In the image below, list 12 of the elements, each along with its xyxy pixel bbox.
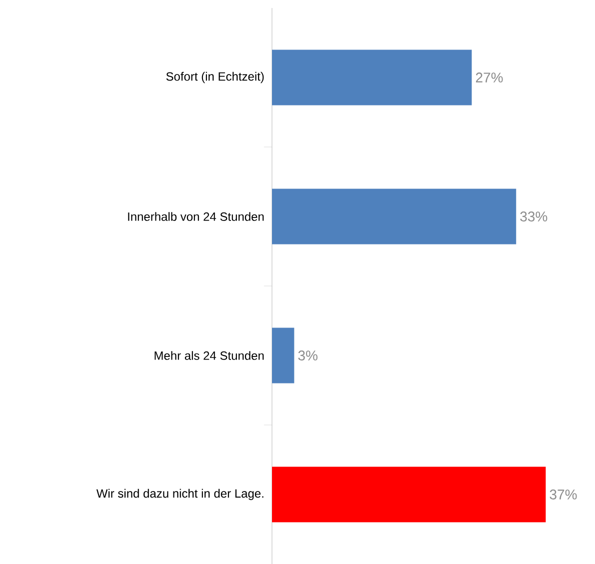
bar — [272, 188, 516, 244]
y-tick-label: Innerhalb von 24 Stunden — [128, 212, 264, 221]
bar — [272, 328, 294, 384]
data-label: 3% — [298, 350, 318, 360]
y-tick-label: Mehr als 24 Stunden — [154, 351, 264, 360]
data-label: 27% — [476, 72, 503, 82]
bar — [272, 466, 546, 522]
y-tick-label: Wir sind dazu nicht in der Lage. — [96, 488, 264, 500]
y-tick-label: Sofort (in Echtzeit) — [166, 72, 264, 83]
bar — [272, 50, 472, 106]
data-label: 37% — [550, 489, 577, 500]
data-label: 33% — [520, 211, 548, 222]
